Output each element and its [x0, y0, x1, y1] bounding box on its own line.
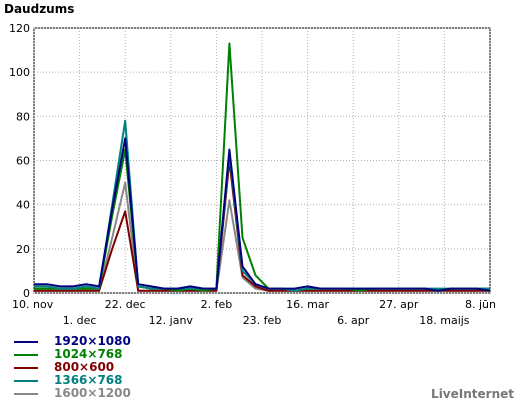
x-tick-label: 22. dec: [105, 298, 146, 311]
legend-label: 1920×1080: [54, 334, 131, 348]
x-tick-label: 10. nov: [12, 298, 54, 311]
legend-label: 1600×1200: [54, 386, 131, 400]
x-tick-label: 16. mar: [286, 298, 329, 311]
y-axis-label: Daudzums: [4, 2, 75, 16]
legend-swatch: [14, 341, 38, 343]
y-tick-label: 0: [23, 287, 30, 300]
legend-swatch: [14, 393, 38, 395]
y-tick-label: 80: [16, 110, 30, 123]
series-line: [34, 159, 490, 292]
x-tick-label: 2. feb: [201, 298, 233, 311]
y-tick-label: 20: [16, 243, 30, 256]
legend-label: 1024×768: [54, 347, 123, 361]
y-tick-label: 40: [16, 199, 30, 212]
x-tick-label: 12. janv: [149, 314, 194, 327]
line-chart: 0 20 40 60 80 100 120 10. nov 22. dec 2. feb 16. m…: [9, 22, 496, 327]
legend-swatch: [14, 354, 38, 356]
y-tick-label: 60: [16, 155, 30, 168]
x-tick-label: 18. maijs: [419, 314, 470, 327]
legend-label: 1366×768: [54, 373, 123, 387]
y-tick-label: 100: [9, 66, 30, 79]
brand-label: LiveInternet: [431, 387, 514, 401]
legend-swatch: [14, 380, 38, 382]
x-tick-label: 8. jūn: [465, 298, 496, 311]
x-tick-label: 27. apr: [379, 298, 419, 311]
legend-label: 800×600: [54, 360, 115, 374]
series-line: [34, 137, 491, 292]
x-tick-label: 1. dec: [63, 314, 97, 327]
x-tick-label: 23. feb: [243, 314, 282, 327]
y-tick-label: 120: [9, 22, 30, 35]
x-tick-label: 6. apr: [337, 314, 370, 327]
legend-swatch: [14, 367, 38, 369]
